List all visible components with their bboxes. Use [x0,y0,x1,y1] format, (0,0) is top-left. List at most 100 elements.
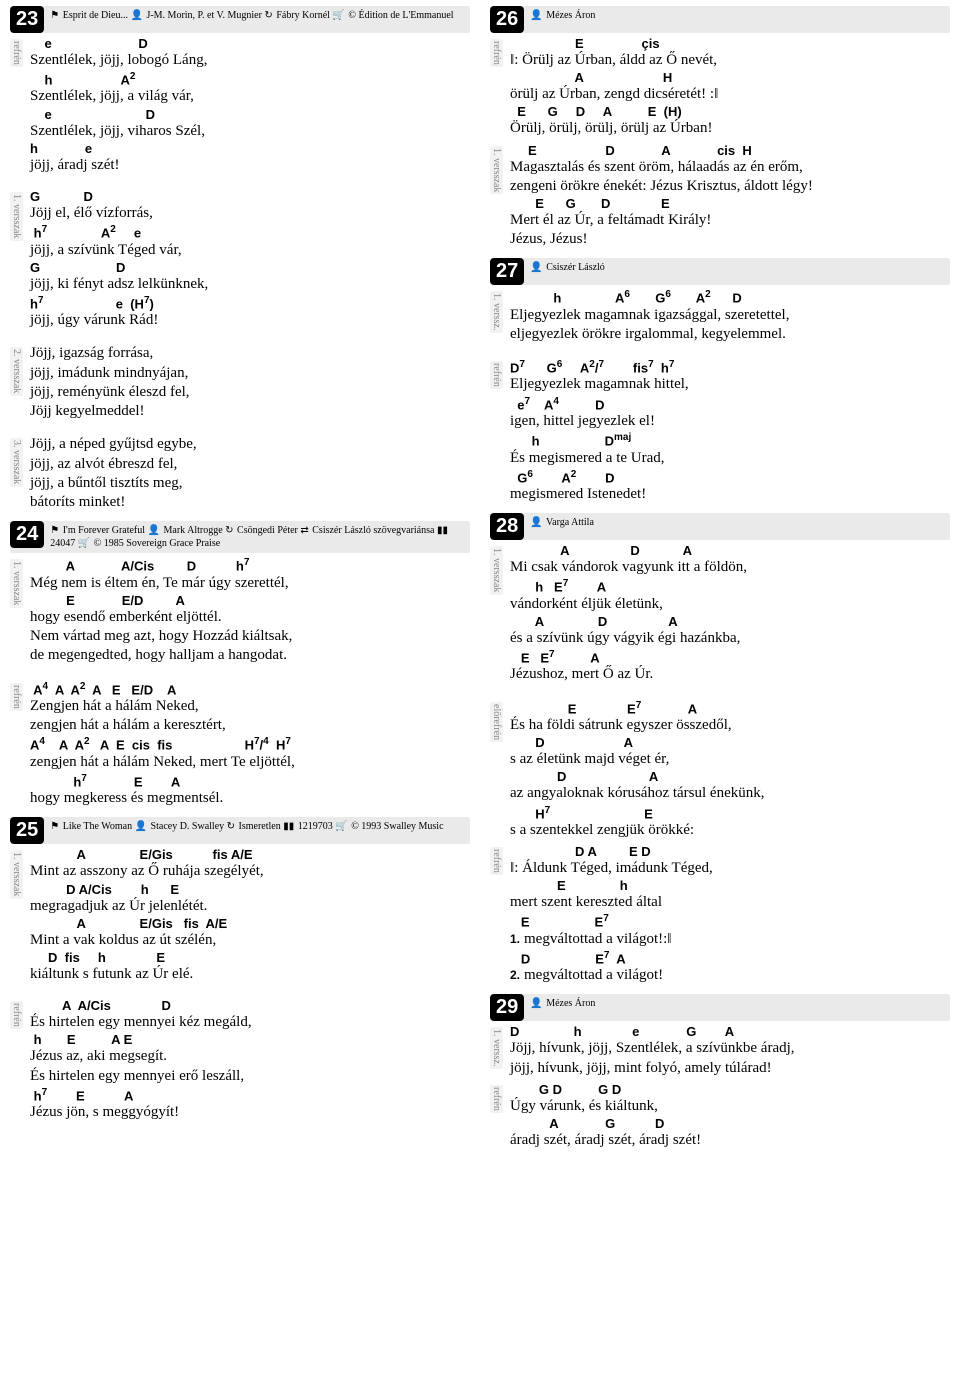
lyric-text: zengeni örökre énekét: Jézus Krisztus, á… [510,178,950,195]
lyric-text: Eljegyezlek magamnak hittel, [510,376,950,393]
lyric-line: jöjj, az alvót ébreszd fel, [30,456,470,473]
chord-row: E D A cis H [510,144,950,159]
chord-row: h E A E [30,1033,470,1048]
lyric-text: jöjj, úgy várunk Rád! [30,312,470,329]
lyric-line: h ejöjj, áradj szét! [30,142,470,174]
lyric-text: zengjen hát a hálám Neked, mert Te eljöt… [30,754,470,771]
section-body: e DSzentlélek, jöjj, lobogó Láng, h A2Sz… [26,37,470,176]
chord-row: D fis h E [30,951,470,966]
chord-row: h7 e (H7) [30,295,470,312]
lyric-line: A4 A A2 A E E/D AZengjen hát a hálám Nek… [30,681,470,716]
song: 25⚑ Like The Woman 👤 Stacey D. Swalley ↻… [10,817,470,1123]
song-meta: ⚑ Like The Woman 👤 Stacey D. Swalley ↻ I… [50,817,470,836]
section-label: 1. versszak [10,848,26,985]
lyric-line: h7 A2 ejöjj, a szívünk Téged vár, [30,224,470,259]
song-header: 29👤 Mézes Áron [490,994,950,1021]
chord-row: H7 E [510,805,950,822]
lyric-text: Jöjj kegyelmeddel! [30,403,470,420]
lyric-text: zengjen hát a hálám a keresztért, [30,717,470,734]
chord-row: D A/Cis h E [30,883,470,898]
section-body: Jöjj, igazság forrása,jöjj, imádunk mind… [26,345,470,422]
meta-text: Csöngedi Péter [237,525,298,536]
song-meta: ⚑ Esprit de Dieu... 👤 J-M. Morin, P. et … [50,6,470,25]
section-label: refrén [490,37,506,140]
chord-row: h7 E A [30,1087,470,1104]
left-column: 23 ⚑ Esprit de Dieu... 👤 J-M. Morin, P. e… [10,6,470,1159]
lyric-line: D As az életünk majd véget ér, [510,736,950,768]
meta-text: Csiszér László szövegvariánsa [312,525,434,536]
meta-text: Fábry Kornél [276,10,330,21]
lyric-line: Jöjj, a néped gyűjtsd egybe, [30,436,470,453]
chord-row: D7 G6 A2/7 fis7 h7 [510,359,950,376]
song-meta: 👤 Mézes Áron [530,994,950,1013]
section-label: 1. versszak [10,557,26,666]
section-body: D7 G6 A2/7 fis7 h7Eljegyezlek magamnak h… [506,359,950,505]
meta-text: 1219703 [298,821,333,832]
meta-text: Mézes Áron [546,10,595,21]
lyric-line: E E/D Ahogy esendő emberként eljöttél. [30,594,470,626]
lyric-text: ‖: Áldunk Téged, imádunk Téged, [510,860,950,877]
song-number: 23 [10,6,44,33]
section-body: D h e G AJöjj, hívunk, jöjj, Szentlélek,… [506,1025,950,1078]
song-meta: ⚑ I'm Forever Grateful 👤 Mark Altrogge ↻… [50,521,470,553]
lyric-line: E E71.megváltottad a világot!:‖ [510,913,950,948]
chord-row: E E7 A [510,649,950,666]
lyric-line: Nem vártad meg azt, hogy Hozzád kiáltsak… [30,628,470,645]
chord-row: e D [30,37,470,52]
section-body: A D AMi csak vándorok vagyunk itt a föld… [506,544,950,685]
chord-row: h7 A2 e [30,224,470,241]
section-label: 1. versszak [490,144,506,251]
lyric-text: az angyaloknak kórusához társul énekünk, [510,785,950,802]
lyric-line: A D AMi csak vándorok vagyunk itt a föld… [510,544,950,576]
song-section: előrefrén E E7 AÉs ha földi sátrunk egys… [490,700,950,841]
lyric-text: jöjj, a bűntől tisztíts meg, [30,475,470,492]
chord-row: A4 A A2 A E cis fis H7/4 H7 [30,736,470,753]
lyric-text: És hirtelen egy mennyei erő leszáll, [30,1068,470,1085]
lyric-text: Örülj, örülj, örülj, örülj az Úrban! [510,120,950,137]
lyric-text: eljegyezlek örökre irgalommal, kegyelemm… [510,326,950,343]
chord-row: G6 A2 D [510,469,950,486]
lyric-line: jöjj, imádunk mindnyájan, [30,365,470,382]
lyric-line: h A6 G6 A2 DEljegyezlek magamnak igazság… [510,289,950,324]
lyric-text: de megengedted, hogy halljam a hangodat. [30,647,470,664]
lyric-line: e7 A4 Digen, hittel jegyezlek el! [510,396,950,431]
lyric-line: D7 G6 A2/7 fis7 h7Eljegyezlek magamnak h… [510,359,950,394]
lyric-line: H7 Es a szentekkel zengjük örökké: [510,805,950,840]
lyric-line: Jöjj kegyelmeddel! [30,403,470,420]
song-section: 1. versszak A D AMi csak vándorok vagyun… [490,544,950,685]
lyric-text: vándorként éljük életünk, [510,596,950,613]
lyric-line: h7 E Ahogy megkeress és megmentsél. [30,773,470,808]
lyric-text: És ha földi sátrunk egyszer összedől, [510,717,950,734]
lyric-line: h7 E AJézus jön, s meggyógyít! [30,1087,470,1122]
meta-icon: ⚑ [50,10,59,21]
section-body: Jöjj, a néped gyűjtsd egybe, jöjj, az alv… [26,436,470,513]
lyric-line: zengjen hát a hálám a keresztért, [30,717,470,734]
chord-row: A A/Cis D h7 [30,557,470,574]
lyric-text: s az életünk majd véget ér, [510,751,950,768]
meta-icon: 👤 [530,262,542,273]
ending-label: 2. [510,968,520,982]
lyric-text: Magasztalás és szent öröm, hálaadás az é… [510,159,950,176]
chord-row: h A6 G6 A2 D [510,289,950,306]
lyric-text: bátoríts minket! [30,494,470,511]
song-section: 1. versszak A E/Gis fis A/EMint az asszo… [10,848,470,985]
lyric-text: Szentlélek, jöjj, lobogó Láng, [30,52,470,69]
chord-row: h A2 [30,71,470,88]
lyric-text: jöjj, reményünk éleszd fel, [30,384,470,401]
song-header: 25⚑ Like The Woman 👤 Stacey D. Swalley ↻… [10,817,470,844]
section-label: refrén [490,845,506,986]
lyric-text: Zengjen hát a hálám Neked, [30,698,470,715]
lyric-text: Jöjj el, élő vízforrás, [30,205,470,222]
meta-text: Varga Attila [546,517,594,528]
chord-row: D A E D [510,845,950,860]
lyric-text: Jézus, Jézus! [510,231,950,248]
meta-text: © 1985 Sovereign Grace Praise [94,538,220,549]
song-section: 1. versszak A A/Cis D h7Még nem is éltem… [10,557,470,666]
lyric-text: Eljegyezlek magamnak igazsággal, szerete… [510,307,950,324]
lyric-line: D A/Cis h Emegragadjuk az Úr jelenlétét. [30,883,470,915]
lyric-text: Nem vártad meg azt, hogy Hozzád kiáltsak… [30,628,470,645]
lyric-text: Mi csak vándorok vagyunk itt a földön, [510,559,950,576]
chord-row: E G D A E (H) [510,105,950,120]
meta-text: Csiszér László [546,262,605,273]
lyric-line: jöjj, a bűntől tisztíts meg, [30,475,470,492]
